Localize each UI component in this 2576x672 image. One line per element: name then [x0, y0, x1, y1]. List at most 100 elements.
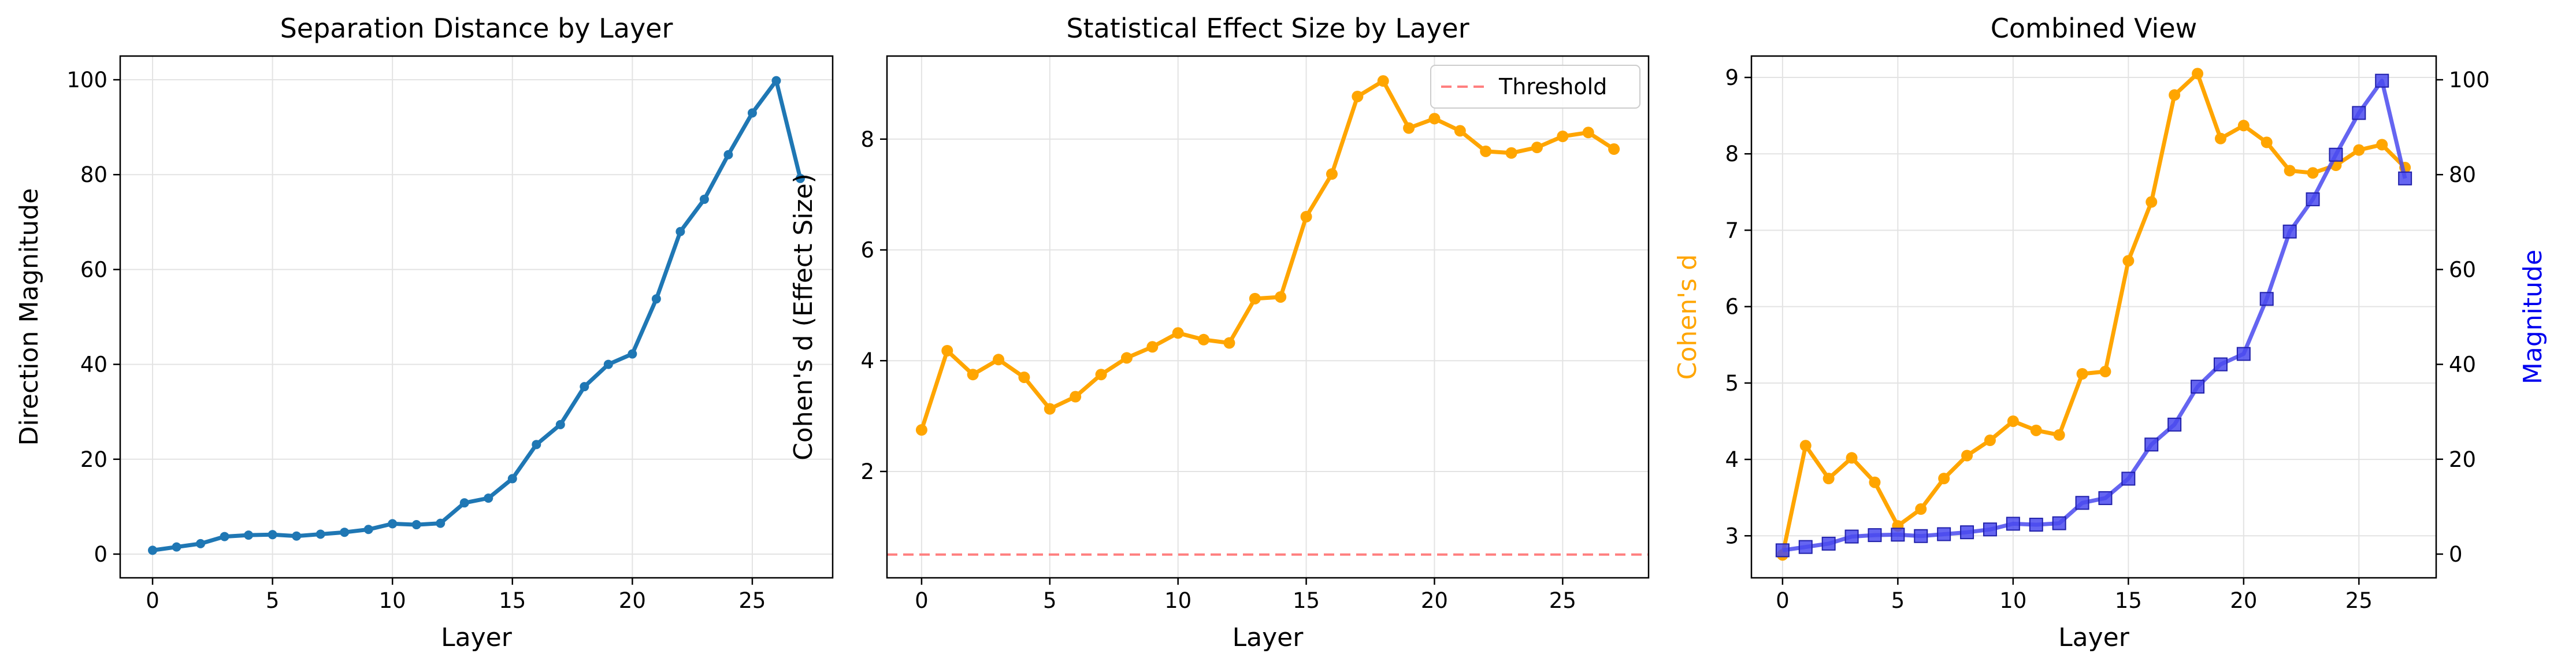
- data-point: [1223, 337, 1235, 349]
- x-tick-label: 25: [1549, 588, 1576, 613]
- chart-panel-3: 0 5 10 15 20 25 3 4 5 6 7 8 9 0 20 40 60 80 100 Combined Vi…: [1673, 13, 2548, 652]
- data-point: [1275, 291, 1287, 303]
- data-point: [1326, 168, 1338, 180]
- y-tick-label: 9: [1725, 65, 1739, 90]
- x-tick-label: 15: [499, 588, 526, 613]
- legend-label: Threshold: [1498, 74, 1607, 99]
- y-tick-label: 8: [860, 127, 874, 152]
- x-axis-label: Layer: [441, 623, 513, 652]
- data-point: [1775, 543, 1790, 558]
- series-line: [1782, 79, 2407, 552]
- y-right-tick-label: 40: [2449, 352, 2476, 377]
- data-point: [244, 530, 254, 540]
- data-point: [268, 530, 277, 540]
- data-point: [1095, 369, 1107, 381]
- data-point: [2306, 192, 2320, 206]
- data-point: [1300, 210, 1312, 222]
- data-point: [484, 493, 493, 503]
- x-tick-label: 20: [1421, 588, 1448, 613]
- y-tick-label: 6: [1725, 295, 1739, 320]
- data-point: [1821, 536, 1836, 551]
- data-point: [723, 150, 733, 159]
- data-point: [2398, 171, 2412, 185]
- data-point: [2191, 380, 2205, 394]
- data-point: [1984, 435, 1996, 447]
- data-point: [1172, 327, 1184, 339]
- data-point: [292, 531, 302, 541]
- data-point: [915, 424, 927, 436]
- data-point: [1846, 452, 1858, 464]
- x-tick-label: 5: [266, 588, 280, 613]
- x-axis-label: Layer: [1233, 623, 1304, 652]
- x-tick-label: 25: [2345, 588, 2373, 613]
- data-point: [1868, 528, 1882, 543]
- x-tick-label: 5: [1891, 588, 1905, 613]
- data-point: [507, 474, 517, 484]
- data-point: [196, 539, 206, 548]
- y-right-tick-label: 100: [2449, 68, 2490, 92]
- x-tick-label: 20: [619, 588, 646, 613]
- data-point: [2237, 120, 2250, 132]
- data-point: [699, 194, 709, 204]
- data-point: [2029, 518, 2043, 532]
- data-point: [1352, 90, 1364, 102]
- data-point: [628, 349, 637, 359]
- data-point: [2052, 516, 2066, 530]
- data-point: [1249, 292, 1261, 305]
- legend: Threshold: [1430, 65, 1640, 109]
- data-point: [2075, 496, 2089, 510]
- data-point: [651, 294, 661, 304]
- data-point: [2282, 224, 2297, 239]
- data-point: [2053, 429, 2065, 441]
- data-point: [2353, 144, 2365, 156]
- data-point: [2098, 491, 2113, 506]
- data-point: [2122, 255, 2135, 267]
- y-right-axis-label: Magnitude: [2518, 250, 2548, 384]
- x-tick-label: 10: [1999, 588, 2026, 613]
- data-point: [1480, 145, 1492, 157]
- data-point: [1961, 450, 1973, 462]
- data-point: [1891, 528, 1905, 542]
- data-point: [2329, 147, 2343, 162]
- y-axis-label: Cohen's d (Effect Size): [789, 173, 818, 461]
- chart-title: Separation Distance by Layer: [280, 13, 673, 44]
- data-point: [1454, 125, 1466, 137]
- data-point: [1869, 476, 1881, 488]
- data-point: [2144, 437, 2159, 452]
- y-tick-label: 8: [1725, 142, 1739, 166]
- data-point: [1798, 540, 1813, 554]
- chart-panel-2: 0 5 10 15 20 25 2 4 6 8 Statistical Effect Size by…: [789, 13, 1650, 652]
- x-tick-label: 25: [738, 588, 766, 613]
- data-point: [2169, 89, 2181, 101]
- y-tick-label: 5: [1725, 371, 1739, 396]
- plot-frame: [119, 55, 834, 579]
- y-tick-label: 3: [1725, 524, 1739, 548]
- data-point: [172, 542, 181, 552]
- data-point: [771, 76, 781, 86]
- data-point: [1070, 391, 1082, 403]
- data-point: [2259, 292, 2274, 306]
- x-tick-label: 10: [1164, 588, 1192, 613]
- data-point: [967, 369, 979, 381]
- data-point: [315, 529, 325, 539]
- data-point: [1799, 440, 1812, 452]
- data-point: [1937, 527, 1951, 541]
- plot-frame: [1750, 55, 2437, 579]
- x-tick-label: 15: [1293, 588, 1320, 613]
- data-point: [2375, 73, 2389, 88]
- series-line: [1780, 71, 2407, 556]
- y-tick-label: 80: [80, 162, 107, 187]
- data-point: [2167, 417, 2182, 432]
- y-tick-label: 60: [80, 257, 107, 282]
- data-point: [580, 382, 589, 392]
- y-tick-label: 4: [860, 348, 874, 373]
- y-tick-label: 2: [860, 459, 874, 484]
- data-point: [2030, 424, 2042, 436]
- data-point: [993, 354, 1005, 366]
- plot-frame: [886, 55, 1650, 579]
- y-right-tick-label: 0: [2449, 542, 2463, 567]
- data-point: [1915, 503, 1927, 515]
- y-tick-label: 7: [1725, 218, 1739, 243]
- data-point: [1505, 147, 1517, 159]
